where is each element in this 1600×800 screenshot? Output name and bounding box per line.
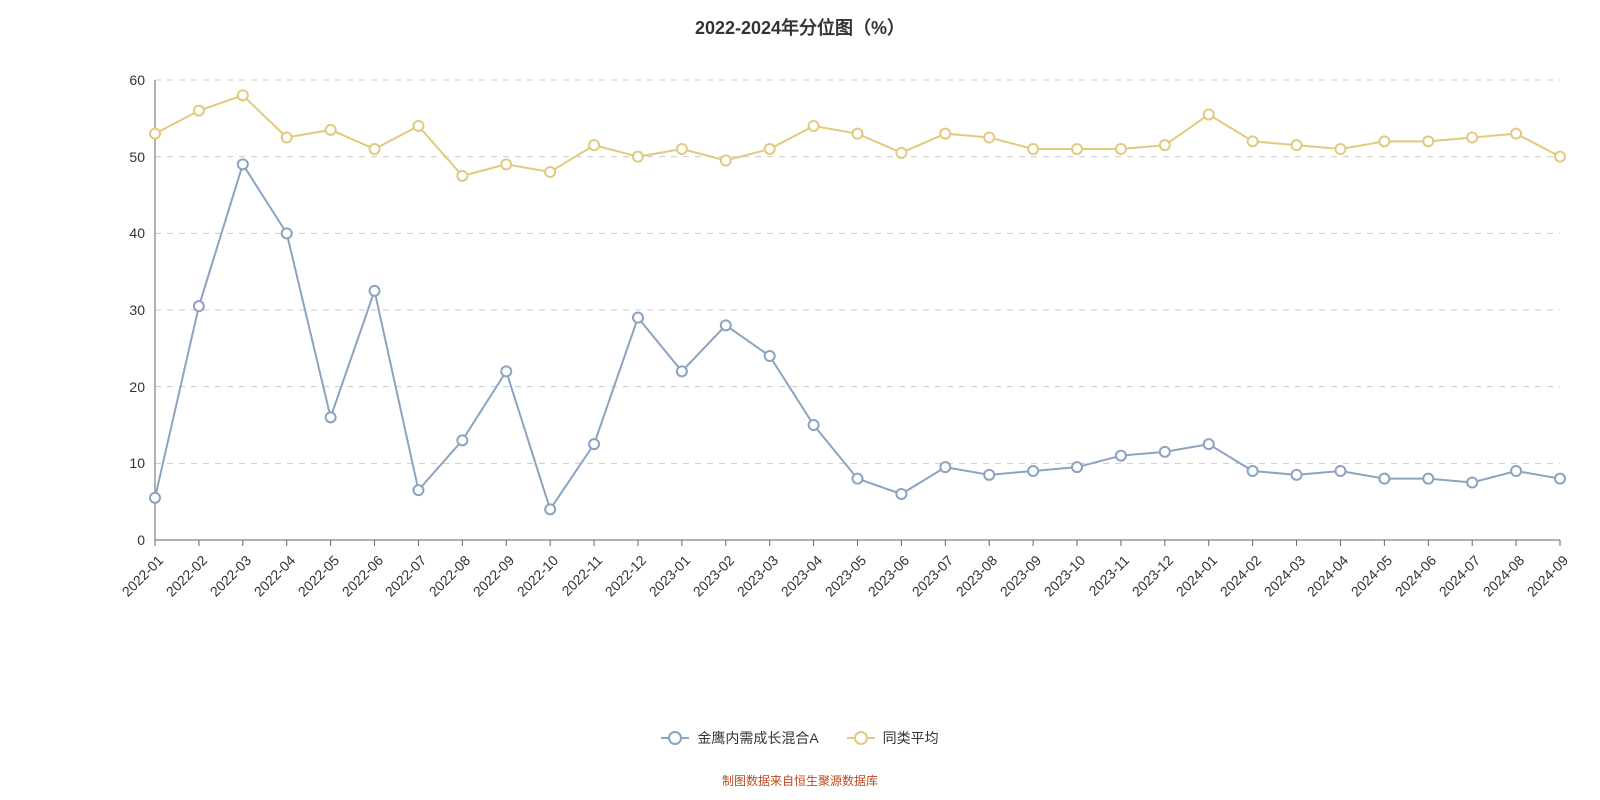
- marker-fund: [1248, 466, 1258, 476]
- marker-benchmark: [1160, 140, 1170, 150]
- marker-fund: [1072, 462, 1082, 472]
- marker-fund: [1467, 478, 1477, 488]
- y-tick-label: 50: [110, 149, 145, 165]
- marker-benchmark: [1467, 133, 1477, 143]
- marker-fund: [1555, 474, 1565, 484]
- marker-benchmark: [677, 144, 687, 154]
- data-source-footer: 制图数据来自恒生聚源数据库: [0, 772, 1600, 789]
- marker-fund: [501, 366, 511, 376]
- marker-benchmark: [1204, 110, 1214, 120]
- marker-benchmark: [1335, 144, 1345, 154]
- marker-fund: [896, 489, 906, 499]
- marker-fund: [1028, 466, 1038, 476]
- marker-fund: [1423, 474, 1433, 484]
- marker-benchmark: [1511, 129, 1521, 139]
- marker-fund: [940, 462, 950, 472]
- marker-benchmark: [853, 129, 863, 139]
- marker-benchmark: [1028, 144, 1038, 154]
- marker-benchmark: [413, 121, 423, 131]
- marker-benchmark: [1292, 140, 1302, 150]
- marker-benchmark: [150, 129, 160, 139]
- marker-fund: [326, 412, 336, 422]
- marker-benchmark: [1116, 144, 1126, 154]
- marker-fund: [150, 493, 160, 503]
- y-tick-label: 60: [110, 72, 145, 88]
- marker-benchmark: [765, 144, 775, 154]
- marker-fund: [721, 320, 731, 330]
- marker-benchmark: [1379, 136, 1389, 146]
- y-tick-label: 40: [110, 225, 145, 241]
- marker-fund: [984, 470, 994, 480]
- marker-fund: [1204, 439, 1214, 449]
- marker-fund: [370, 286, 380, 296]
- legend-swatch-line: [661, 737, 689, 739]
- marker-benchmark: [633, 152, 643, 162]
- legend-item-fund[interactable]: 金鹰内需成长混合A: [661, 728, 818, 748]
- legend-swatch-marker: [854, 731, 868, 745]
- series-line-fund: [155, 164, 1560, 509]
- marker-fund: [1116, 451, 1126, 461]
- marker-fund: [282, 228, 292, 238]
- chart-viewport: 2022-2024年分位图（%） 0102030405060 2022-0120…: [0, 0, 1600, 800]
- marker-benchmark: [1555, 152, 1565, 162]
- chart-svg: [0, 0, 1600, 800]
- marker-benchmark: [1423, 136, 1433, 146]
- marker-benchmark: [940, 129, 950, 139]
- marker-benchmark: [282, 133, 292, 143]
- legend-item-benchmark[interactable]: 同类平均: [847, 728, 939, 748]
- marker-fund: [545, 504, 555, 514]
- marker-benchmark: [545, 167, 555, 177]
- marker-fund: [589, 439, 599, 449]
- marker-fund: [809, 420, 819, 430]
- marker-fund: [194, 301, 204, 311]
- y-tick-label: 20: [110, 379, 145, 395]
- marker-benchmark: [326, 125, 336, 135]
- marker-benchmark: [501, 159, 511, 169]
- marker-fund: [853, 474, 863, 484]
- legend-swatch-line: [847, 737, 875, 739]
- marker-fund: [633, 313, 643, 323]
- marker-benchmark: [809, 121, 819, 131]
- marker-fund: [677, 366, 687, 376]
- legend: 金鹰内需成长混合A 同类平均: [0, 726, 1600, 748]
- marker-fund: [1511, 466, 1521, 476]
- marker-benchmark: [238, 90, 248, 100]
- marker-benchmark: [721, 156, 731, 166]
- y-tick-label: 0: [110, 532, 145, 548]
- marker-benchmark: [984, 133, 994, 143]
- marker-fund: [1292, 470, 1302, 480]
- marker-benchmark: [1248, 136, 1258, 146]
- marker-benchmark: [370, 144, 380, 154]
- marker-benchmark: [1072, 144, 1082, 154]
- marker-benchmark: [194, 106, 204, 116]
- marker-fund: [1160, 447, 1170, 457]
- marker-fund: [457, 435, 467, 445]
- y-tick-label: 10: [110, 455, 145, 471]
- marker-fund: [238, 159, 248, 169]
- marker-fund: [1379, 474, 1389, 484]
- legend-label: 金鹰内需成长混合A: [697, 728, 818, 748]
- marker-fund: [413, 485, 423, 495]
- marker-fund: [765, 351, 775, 361]
- y-tick-label: 30: [110, 302, 145, 318]
- marker-fund: [1335, 466, 1345, 476]
- marker-benchmark: [457, 171, 467, 181]
- legend-swatch-marker: [668, 731, 682, 745]
- marker-benchmark: [896, 148, 906, 158]
- legend-label: 同类平均: [883, 728, 939, 748]
- marker-benchmark: [589, 140, 599, 150]
